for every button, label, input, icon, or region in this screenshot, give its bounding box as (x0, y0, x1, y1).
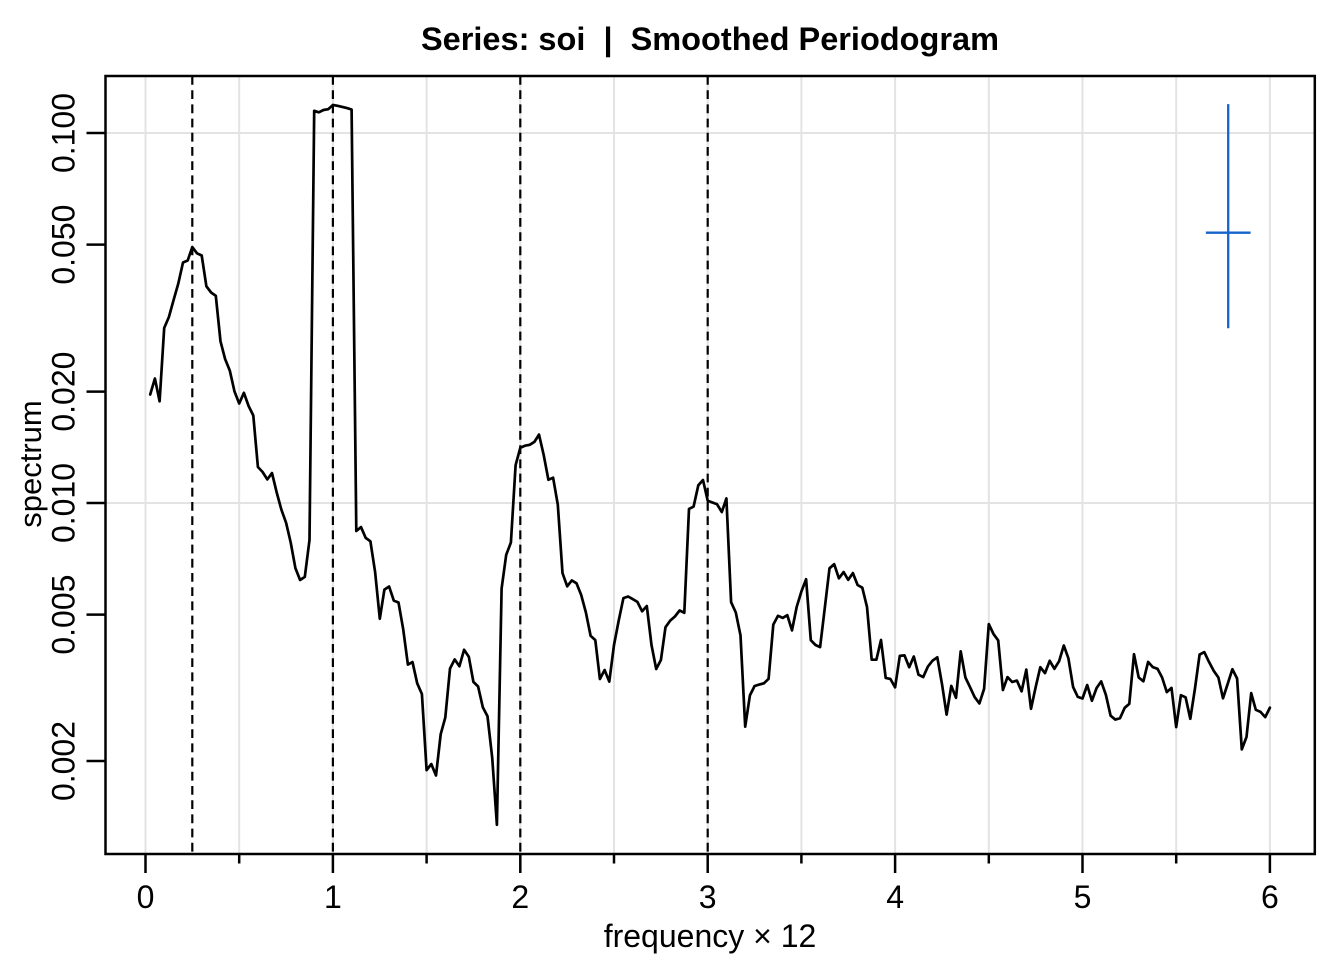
svg-text:spectrum: spectrum (13, 400, 48, 527)
svg-text:0.020: 0.020 (46, 352, 82, 432)
svg-text:3: 3 (699, 879, 717, 915)
svg-text:4: 4 (886, 879, 904, 915)
svg-text:0.010: 0.010 (46, 463, 82, 543)
svg-text:0.100: 0.100 (46, 93, 82, 173)
svg-text:Series: soi | Smoothed Perio: Series: soi | Smoothed Periodogram (421, 21, 999, 57)
svg-text:2: 2 (511, 879, 529, 915)
svg-text:6: 6 (1261, 879, 1279, 915)
svg-text:0.050: 0.050 (46, 205, 82, 285)
svg-text:0.002: 0.002 (46, 721, 82, 801)
svg-text:0: 0 (137, 879, 155, 915)
svg-text:5: 5 (1074, 879, 1092, 915)
svg-text:frequency × 12: frequency × 12 (604, 918, 817, 954)
svg-text:0.005: 0.005 (46, 575, 82, 655)
svg-text:1: 1 (324, 879, 342, 915)
